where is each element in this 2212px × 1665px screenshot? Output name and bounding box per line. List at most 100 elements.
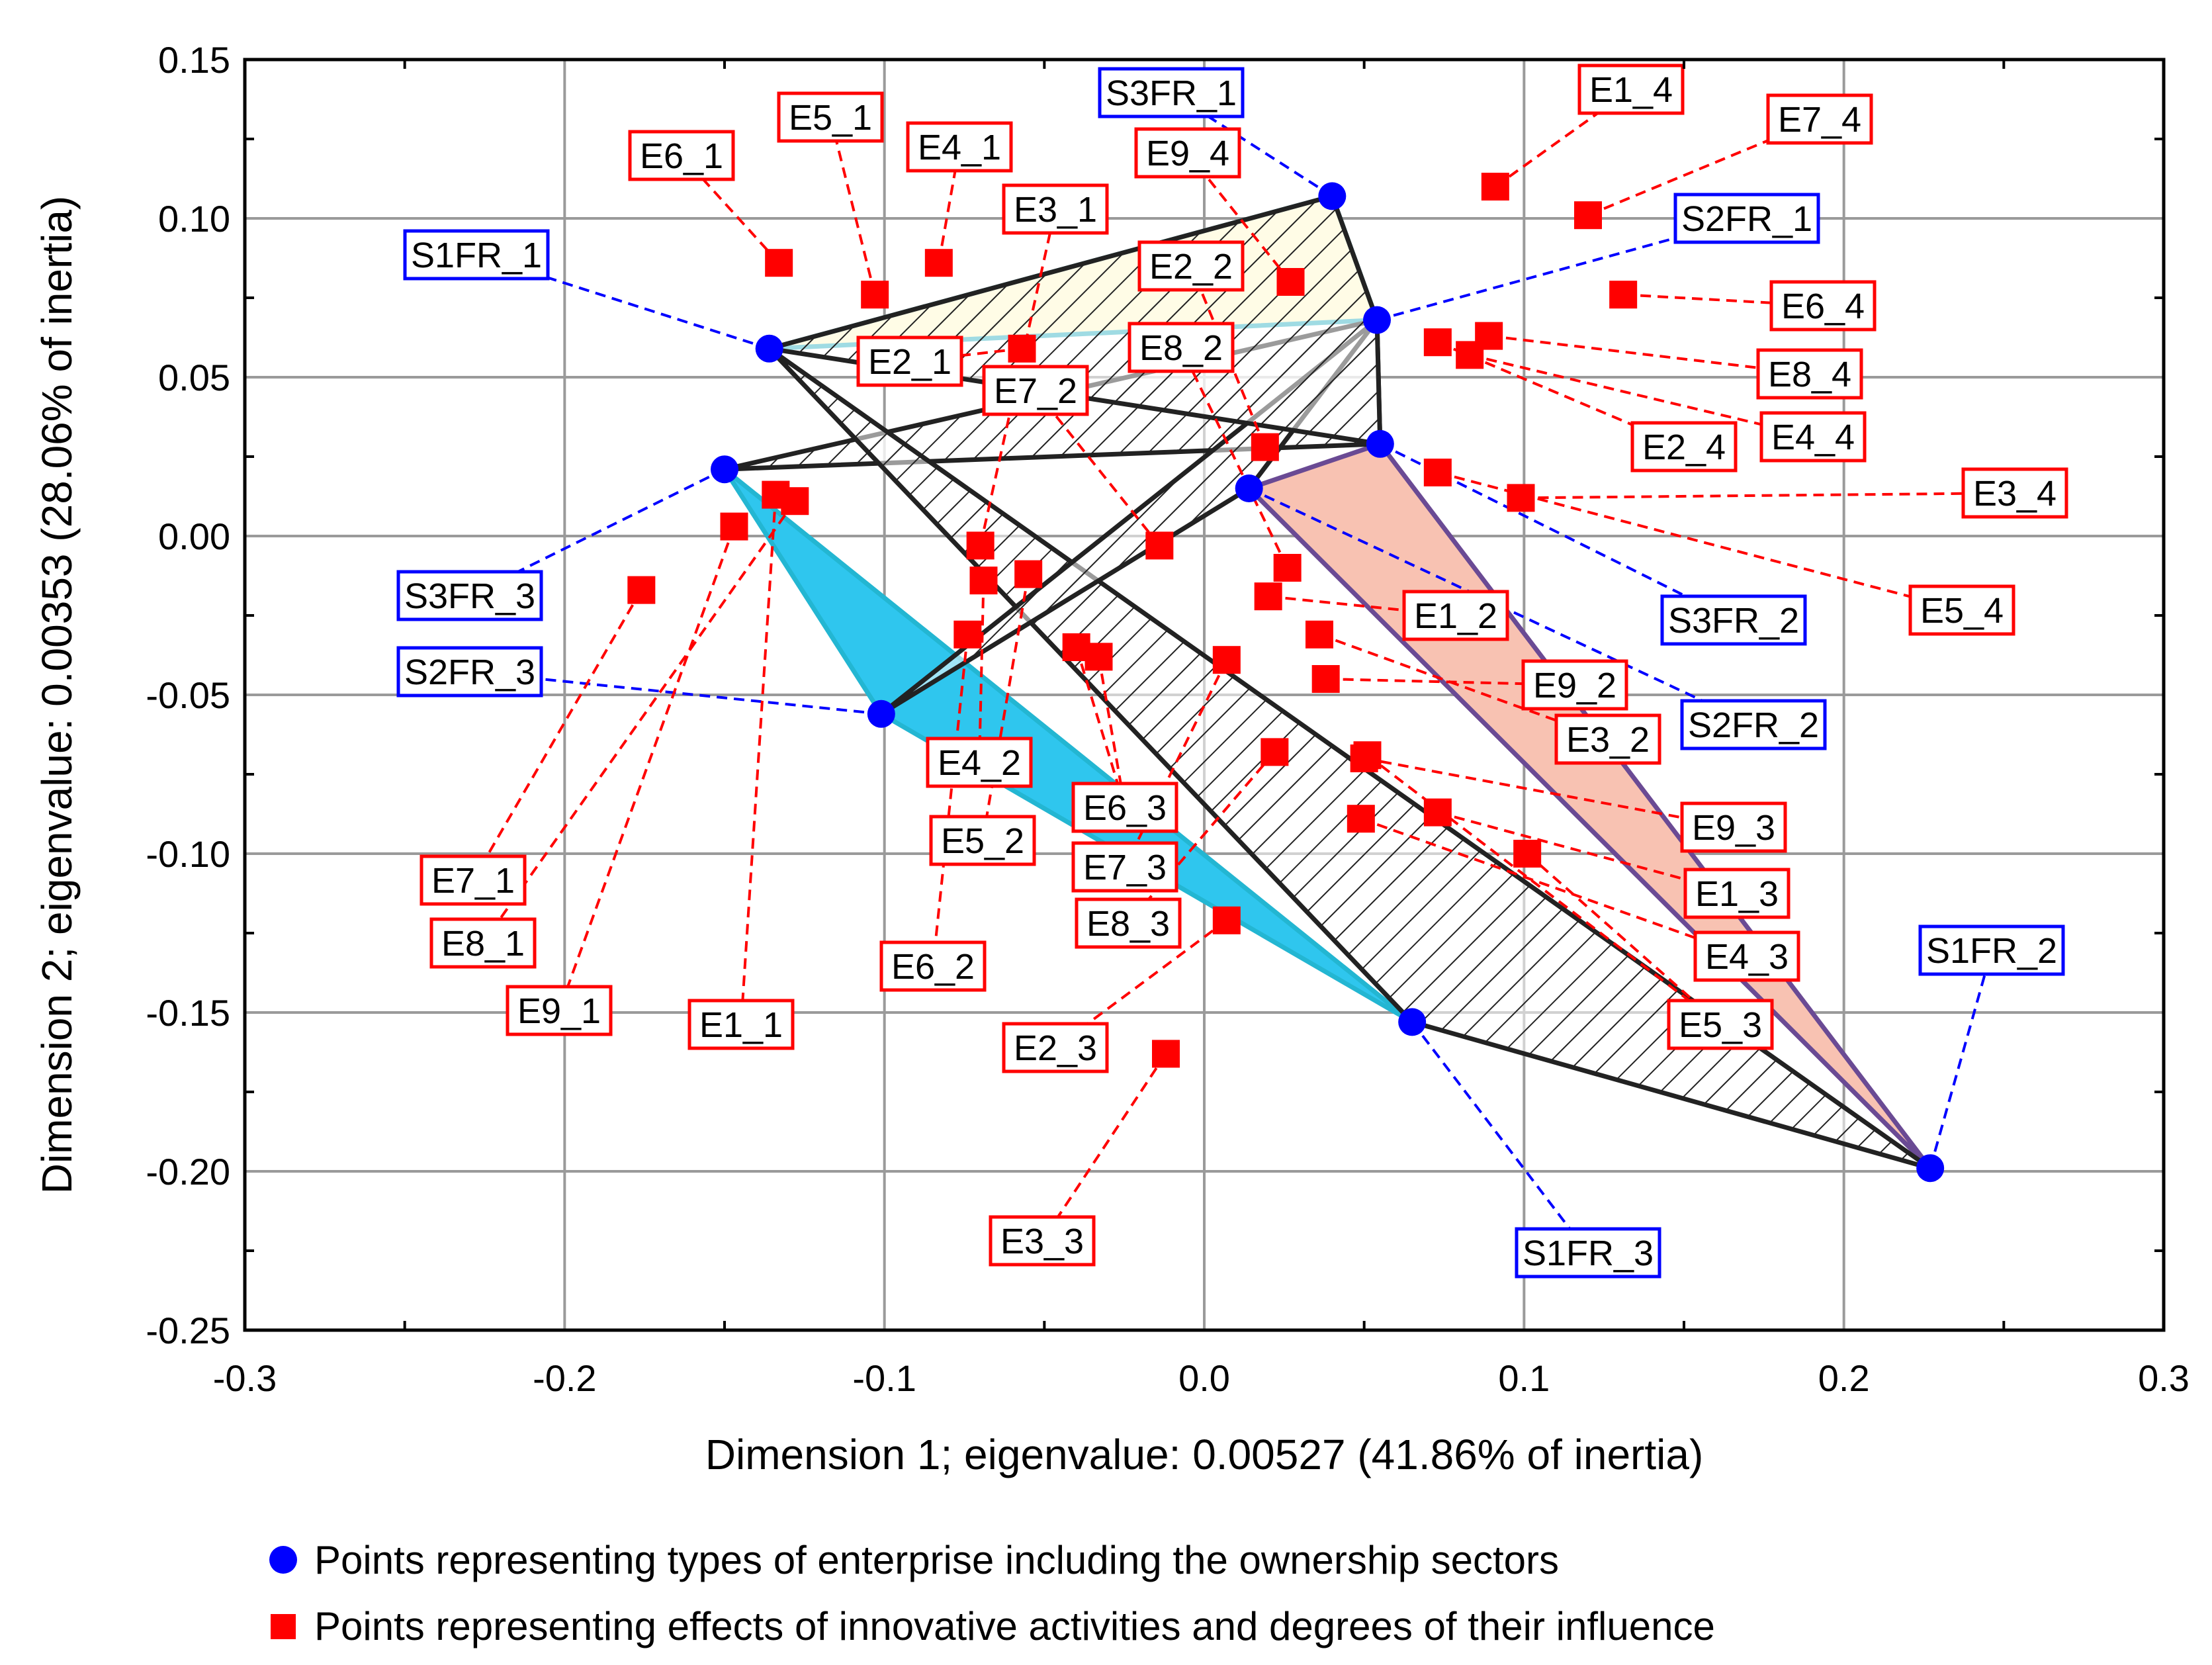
- leader-line: [469, 468, 725, 597]
- point-label-text: E2_2: [1149, 247, 1233, 287]
- point-label-text: S1FR_1: [411, 236, 542, 275]
- point-label-box: [1071, 841, 1178, 893]
- point-label-text: E9_2: [1533, 666, 1616, 705]
- point-label-text: E5_3: [1679, 1005, 1762, 1045]
- enterprise-point: [711, 455, 738, 484]
- point-label-text: E9_1: [517, 991, 601, 1031]
- point-label-text: S2FR_1: [1681, 199, 1812, 239]
- leader-line: [932, 634, 969, 967]
- point-label-box: [1521, 659, 1628, 711]
- point-label-e4_2: E4_2: [926, 737, 1033, 788]
- point-label-text: E5_1: [789, 98, 872, 138]
- legend-square-marker: [271, 1614, 296, 1639]
- enterprise-point: [1235, 474, 1263, 502]
- point-label-e5_2: E5_2: [929, 815, 1036, 866]
- point-label-box: [1908, 584, 2015, 636]
- enterprise-point: [1366, 429, 1394, 458]
- effect-point: [1347, 805, 1375, 833]
- point-label-box: [1961, 467, 2068, 519]
- point-label-e8_1: E8_1: [429, 917, 537, 969]
- point-label-s1fr_2: S1FR_2: [1918, 924, 2065, 976]
- leader-line: [1411, 1021, 1589, 1254]
- leader-line: [1521, 492, 2015, 500]
- point-label-text: S2FR_3: [404, 652, 535, 692]
- point-label-box: [1577, 64, 1685, 115]
- point-label-text: E9_3: [1692, 808, 1775, 848]
- point-label-e5_4: E5_4: [1908, 584, 2015, 636]
- y-tick-label: -0.20: [146, 1151, 230, 1192]
- point-label-box: [1002, 1022, 1109, 1073]
- leader-line: [1469, 353, 1814, 438]
- x-tick-label: 0.3: [2138, 1357, 2190, 1399]
- point-label-text: E8_4: [1768, 355, 1851, 394]
- effect-point: [1311, 665, 1340, 693]
- point-label-e2_4: E2_4: [1630, 421, 1738, 472]
- effect-point: [1261, 738, 1289, 766]
- point-label-box: [1002, 183, 1109, 235]
- point-label-text: E8_3: [1086, 904, 1170, 944]
- point-label-box: [1630, 421, 1738, 472]
- point-label-e9_1: E9_1: [506, 985, 613, 1036]
- point-label-text: E1_1: [699, 1005, 783, 1045]
- point-label-s3fr_2: S3FR_2: [1660, 594, 1807, 646]
- point-label-text: E1_4: [1589, 70, 1673, 110]
- leader-line: [1526, 852, 1722, 1026]
- point-label-box: [1680, 801, 1787, 853]
- point-label-e1_2: E1_2: [1402, 590, 1509, 641]
- point-label-e6_4: E6_4: [1769, 280, 1877, 332]
- point-label-box: [1402, 590, 1509, 641]
- legend-circle-marker: [269, 1546, 297, 1574]
- point-label-text: E3_4: [1973, 474, 2057, 514]
- point-label-text: S1FR_2: [1926, 931, 2057, 971]
- point-label-box: [1134, 127, 1241, 179]
- x-tick-label: -0.2: [533, 1357, 597, 1399]
- point-label-s1fr_1: S1FR_1: [403, 229, 550, 281]
- leader-line: [1190, 265, 1266, 448]
- point-label-text: E7_2: [994, 371, 1077, 411]
- point-labels: S1FR_1 S2FR_1 S3FR_1 S1FR_2 S2FR_2 S3FR_2 S1FR…: [396, 64, 2068, 1279]
- point-label-e1_3: E1_3: [1683, 868, 1791, 919]
- point-label-text: E2_4: [1642, 428, 1726, 467]
- effect-point: [953, 620, 982, 649]
- point-label-s2fr_2: S2FR_2: [1680, 699, 1827, 750]
- effect-point: [781, 487, 809, 516]
- point-label-text: E3_2: [1566, 720, 1650, 760]
- point-label-box: [1660, 594, 1807, 646]
- point-label-box: [879, 940, 987, 992]
- point-label-box: [403, 229, 550, 281]
- effect-point: [1276, 268, 1305, 296]
- leader-line: [1127, 751, 1276, 924]
- effect-point: [1212, 906, 1241, 934]
- point-label-box: [1693, 930, 1800, 982]
- point-label-box: [1673, 193, 1820, 244]
- point-label-text: E1_3: [1695, 874, 1779, 914]
- enterprise-point: [1363, 306, 1391, 334]
- point-label-e2_3: E2_3: [1002, 1022, 1109, 1073]
- point-label-box: [1071, 782, 1178, 833]
- leader-line: [829, 116, 877, 295]
- point-label-e3_4: E3_4: [1961, 467, 2068, 519]
- point-label-box: [982, 365, 1089, 416]
- point-label-text: E7_1: [431, 861, 515, 901]
- point-label-e7_4: E7_4: [1766, 93, 1873, 145]
- point-label-text: E6_2: [891, 947, 975, 987]
- y-tick-label: 0.00: [158, 516, 230, 557]
- point-label-text: E7_3: [1083, 848, 1167, 887]
- point-label-box: [1683, 868, 1791, 919]
- point-label-box: [1766, 93, 1873, 145]
- effect-point: [1251, 433, 1279, 461]
- effect-point: [1609, 281, 1638, 309]
- y-tick-label: -0.10: [146, 833, 230, 875]
- effect-point: [1008, 334, 1036, 363]
- effect-point: [1574, 201, 1602, 230]
- effect-point: [1475, 322, 1503, 350]
- point-label-box: [1137, 240, 1245, 292]
- point-label-e9_4: E9_4: [1134, 127, 1241, 179]
- point-label-text: S2FR_2: [1688, 705, 1819, 745]
- hatched-hull-2: [767, 346, 1933, 1171]
- point-label-text: E1_2: [1414, 596, 1497, 636]
- point-label-box: [1667, 999, 1774, 1050]
- effect-point: [1212, 646, 1241, 674]
- y-tick-label: 0.05: [158, 357, 230, 398]
